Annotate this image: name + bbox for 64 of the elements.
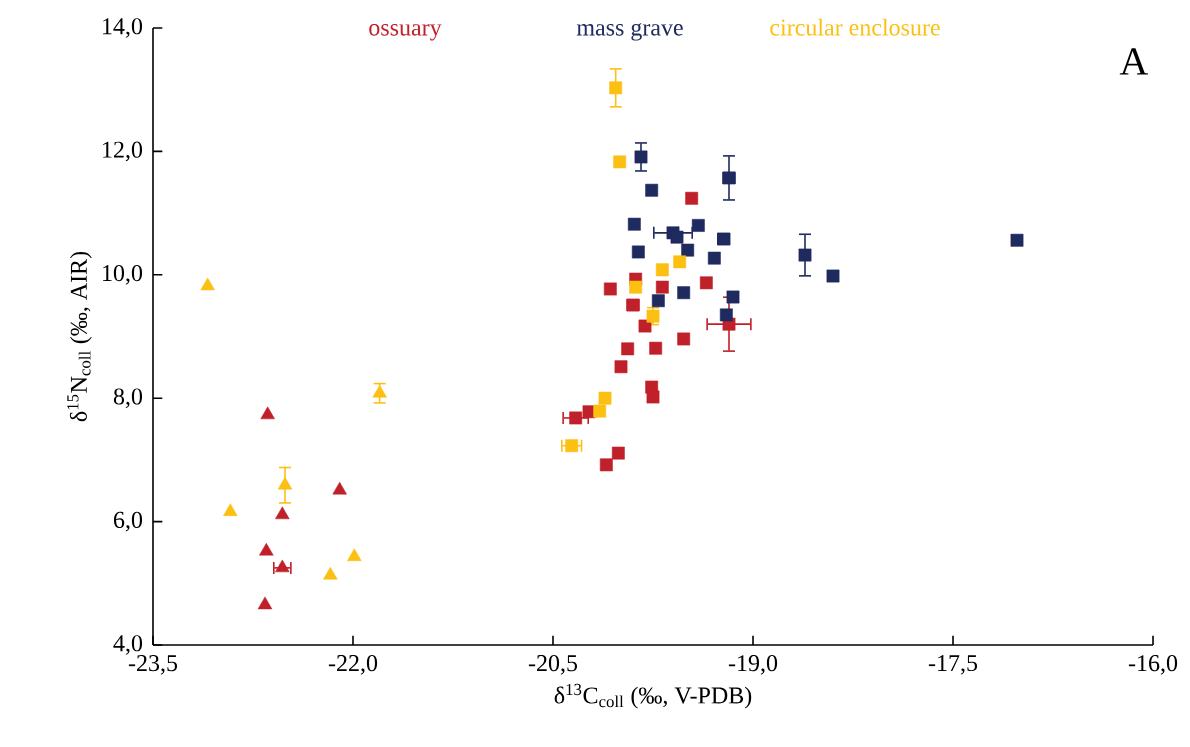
x-tick-label: -20,5	[528, 655, 578, 675]
point	[629, 280, 643, 294]
point	[673, 255, 687, 269]
point	[651, 294, 665, 308]
point	[275, 506, 290, 520]
point	[681, 243, 695, 257]
point	[613, 155, 627, 169]
text: circular enclosure	[770, 18, 940, 36]
point	[677, 332, 691, 346]
point	[707, 251, 721, 265]
y-tick-label: 14,0	[103, 18, 143, 38]
point	[611, 446, 625, 460]
point	[614, 360, 628, 374]
point	[726, 290, 740, 304]
point	[638, 319, 652, 333]
point	[631, 245, 645, 259]
point	[259, 542, 274, 556]
point	[593, 404, 607, 418]
point	[719, 308, 733, 322]
point	[599, 458, 613, 472]
y-tick-label: 6,0	[113, 511, 143, 532]
point	[649, 341, 663, 355]
point	[826, 269, 840, 283]
point	[200, 277, 215, 291]
point	[603, 282, 617, 296]
annotation: A	[1119, 48, 1148, 75]
point	[798, 248, 812, 262]
point	[1010, 233, 1024, 247]
point	[598, 391, 612, 405]
x-tick-label: -16,0	[1128, 655, 1178, 675]
point	[372, 385, 387, 398]
point	[646, 390, 660, 404]
point	[670, 230, 684, 244]
point	[223, 503, 238, 516]
point	[685, 191, 699, 205]
y-tick-label: 8,0	[113, 388, 143, 409]
x-axis-title: δ$^{13}$C$_{coll}$ (‰, V-PDB)	[554, 683, 752, 709]
text: ossuary	[369, 24, 442, 41]
y-tick-label: 12,0	[103, 141, 143, 162]
point	[347, 548, 362, 562]
text: mass grave	[576, 23, 683, 41]
point	[691, 219, 705, 232]
point	[260, 406, 275, 420]
point	[699, 276, 713, 290]
y-tick-label: 10,0	[103, 264, 143, 285]
y-tick-label: 4,0	[113, 635, 143, 655]
point	[277, 476, 293, 490]
point	[569, 411, 583, 425]
point	[609, 81, 623, 95]
point	[634, 150, 648, 164]
point	[565, 439, 579, 453]
point	[655, 280, 669, 294]
point	[332, 481, 347, 495]
point	[677, 286, 691, 300]
point	[621, 342, 635, 356]
y-axis-title: δ$^{15}$N$_{coll}$ (‰, AIR)	[67, 251, 92, 422]
x-tick-label: -22,0	[328, 655, 378, 675]
point	[323, 567, 338, 580]
point	[645, 183, 659, 197]
point	[257, 596, 273, 610]
x-tick-label: -23,5	[128, 655, 178, 675]
x-tick-label: -17,5	[928, 655, 978, 675]
point	[627, 217, 641, 231]
x-tick-label: -19,0	[728, 655, 778, 675]
